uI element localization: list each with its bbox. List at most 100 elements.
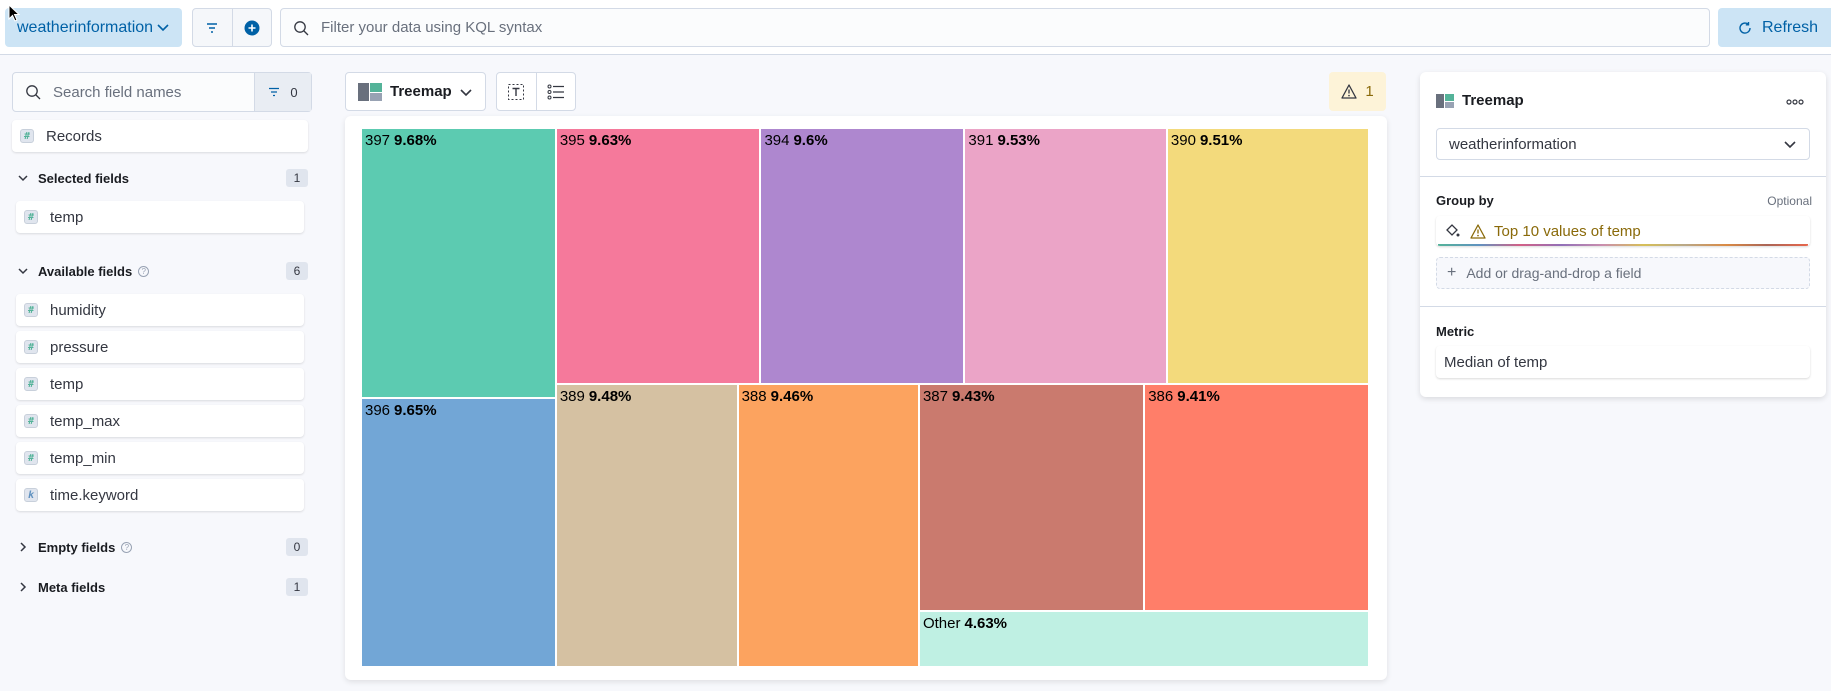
filter-icon: [269, 87, 280, 97]
cell-label: 388: [741, 387, 767, 405]
treemap-cell[interactable]: 396 9.65%: [362, 398, 557, 668]
group-by-dimension[interactable]: Top 10 values of temp: [1436, 216, 1810, 246]
warnings-button[interactable]: 1: [1329, 72, 1386, 111]
config-panel-header: Treemap: [1436, 92, 1524, 109]
field-item-time-keyword[interactable]: k time.keyword: [16, 479, 304, 511]
cell-label: 386: [1148, 387, 1174, 405]
config-panel-title: Treemap: [1462, 92, 1524, 109]
treemap-icon: [358, 82, 382, 101]
field-item-temp-selected[interactable]: # temp: [16, 201, 304, 233]
add-filter-button[interactable]: [231, 9, 271, 46]
field-item-pressure[interactable]: # pressure: [16, 331, 304, 363]
cell-label: 394: [764, 132, 790, 149]
treemap-cell[interactable]: 397 9.68%: [362, 129, 557, 399]
field-search-placeholder: Search field names: [53, 83, 182, 101]
cell-label: Other: [922, 615, 961, 633]
records-field[interactable]: # Records: [12, 120, 308, 152]
color-palette-bar: [1438, 244, 1808, 246]
vis-type-label: Treemap: [390, 83, 452, 100]
empty-fields-label: Empty fields: [38, 539, 116, 555]
help-icon[interactable]: ?: [138, 265, 150, 277]
field-item-temp-min[interactable]: # temp_min: [16, 442, 304, 474]
cell-label: 389: [559, 387, 585, 405]
mouse-cursor-icon: [8, 4, 20, 22]
query-button-group: [192, 8, 272, 47]
more-options-icon[interactable]: [1786, 98, 1804, 106]
treemap-cell[interactable]: Other 4.63%: [919, 612, 1370, 668]
datasource-select[interactable]: weatherinformation: [1436, 128, 1810, 160]
cell-percentage: 9.41%: [1177, 387, 1220, 405]
treemap-cell[interactable]: 389 9.48%: [556, 384, 739, 668]
filter-icon: [207, 22, 218, 33]
number-type-icon: #: [24, 210, 38, 224]
vis-type-picker[interactable]: Treemap: [345, 72, 486, 111]
field-name: humidity: [50, 301, 106, 319]
available-fields-count: 6: [286, 262, 308, 280]
divider: [1420, 176, 1826, 177]
treemap-cell[interactable]: 395 9.63%: [556, 129, 762, 385]
labels-button[interactable]: [497, 73, 536, 110]
selected-fields-count: 1: [286, 169, 308, 187]
field-name: temp_min: [50, 449, 116, 467]
filter-count: 0: [290, 84, 298, 100]
selected-fields-section[interactable]: Selected fields 1: [16, 166, 308, 190]
add-field-label: Add or drag-and-drop a field: [1466, 265, 1642, 281]
cell-percentage: 9.53%: [997, 132, 1040, 149]
warning-count: 1: [1365, 83, 1374, 100]
field-name: temp: [50, 208, 84, 226]
cell-percentage: 9.46%: [770, 387, 814, 405]
plus-icon: +: [1447, 264, 1457, 281]
treemap-cell[interactable]: 386 9.41%: [1145, 384, 1370, 613]
treemap-cell[interactable]: 387 9.43%: [919, 384, 1146, 613]
chevron-down-icon: [18, 268, 28, 275]
add-field-dropzone[interactable]: + Add or drag-and-drop a field: [1436, 257, 1810, 289]
refresh-button[interactable]: Refresh: [1718, 8, 1831, 47]
cell-label: 396: [365, 401, 391, 419]
cell-percentage: 4.63%: [964, 615, 1008, 633]
chevron-down-icon: [460, 89, 472, 97]
field-item-humidity[interactable]: # humidity: [16, 294, 304, 326]
available-fields-section[interactable]: Available fields ? 6: [16, 259, 308, 283]
dataview-label: weatherinformation: [17, 18, 154, 36]
help-icon[interactable]: ?: [121, 541, 133, 553]
number-type-icon: #: [24, 303, 38, 317]
number-type-icon: #: [20, 129, 34, 143]
cell-label: 397: [365, 132, 391, 149]
number-type-icon: #: [24, 451, 38, 465]
treemap-cell[interactable]: 394 9.6%: [761, 129, 966, 385]
treemap-cell[interactable]: 390 9.51%: [1167, 129, 1370, 385]
field-name: temp: [50, 375, 84, 393]
filter-menu-button[interactable]: [193, 9, 232, 46]
cell-label: 395: [559, 132, 585, 149]
field-type-filter-button[interactable]: 0: [254, 73, 311, 111]
warning-icon: [1470, 223, 1486, 239]
field-search-input[interactable]: Search field names 0: [12, 72, 312, 112]
cell-label: 391: [968, 132, 994, 149]
available-fields-label: Available fields: [38, 263, 133, 279]
metric-dimension[interactable]: Median of temp: [1436, 346, 1810, 378]
config-panel: Treemap weatherinformation Group by Opti…: [1420, 72, 1826, 397]
chevron-down-icon: [157, 24, 169, 32]
field-item-temp[interactable]: # temp: [16, 368, 304, 400]
meta-fields-label: Meta fields: [38, 579, 106, 595]
group-by-label: Group by: [1436, 193, 1494, 208]
keyword-type-icon: k: [24, 488, 38, 502]
treemap-chart[interactable]: 397 9.68% 396 9.65% 395 9.63% 394 9.6% 391 9.53% 3…: [362, 129, 1370, 668]
cell-percentage: 9.48%: [588, 387, 632, 405]
plus-circle-icon: [244, 20, 260, 35]
field-item-temp-max[interactable]: # temp_max: [16, 405, 304, 437]
treemap-cell[interactable]: 388 9.46%: [738, 384, 920, 668]
datasource-label: weatherinformation: [1449, 135, 1577, 153]
refresh-icon: [1739, 21, 1751, 34]
optional-label: Optional: [1767, 194, 1812, 208]
legend-button[interactable]: [535, 73, 575, 110]
field-name: time.keyword: [50, 486, 139, 504]
query-input[interactable]: Filter your data using KQL syntax: [280, 8, 1710, 47]
empty-fields-section[interactable]: Empty fields ? 0: [16, 535, 308, 559]
meta-fields-section[interactable]: Meta fields 1: [16, 575, 308, 599]
treemap-cell[interactable]: 391 9.53%: [965, 129, 1168, 385]
number-type-icon: #: [24, 414, 38, 428]
dataview-picker[interactable]: weatherinformation: [5, 8, 182, 47]
cell-percentage: 9.65%: [394, 401, 437, 419]
chevron-right-icon: [20, 582, 27, 592]
